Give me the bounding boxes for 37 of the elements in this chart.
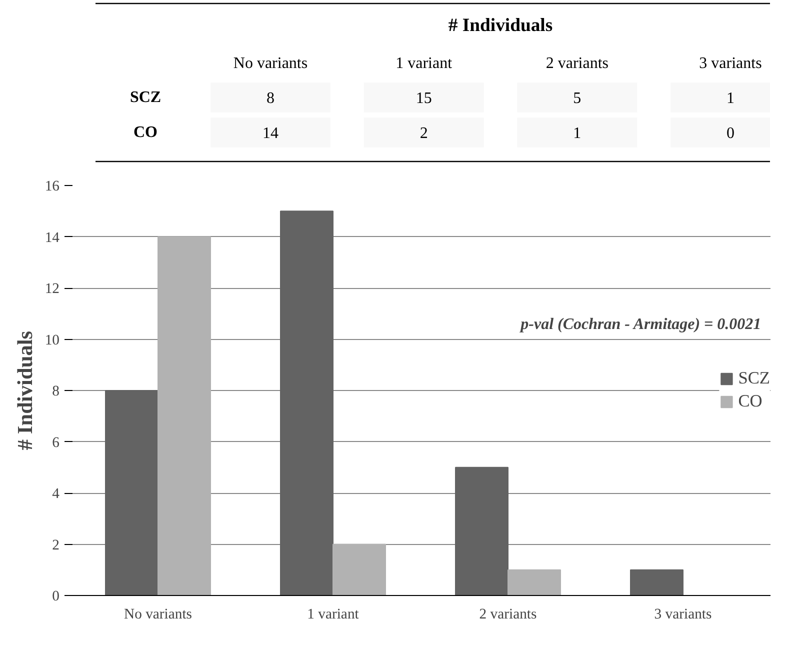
x-tick-label: 1 variant xyxy=(396,55,453,72)
bar xyxy=(332,544,386,596)
x-tick-label: 2 variants xyxy=(546,55,608,72)
data-label: 14 xyxy=(262,125,278,142)
y-tick-label: 16 xyxy=(44,178,60,194)
data-label: 5 xyxy=(573,90,582,107)
y-tick-label: 14 xyxy=(44,230,60,246)
data-label: 1 xyxy=(573,125,582,142)
y-tick-label: 0 xyxy=(52,588,60,604)
legend-label: CO xyxy=(738,392,762,412)
data-label: 15 xyxy=(416,90,432,107)
y-tick-label: 12 xyxy=(44,281,60,297)
y-tick-label: 8 xyxy=(52,384,60,400)
data-label: 2 xyxy=(420,125,428,142)
chart-title: # Individuals xyxy=(448,15,553,36)
x-tick-label: No variants xyxy=(233,55,308,72)
x-tick-label: No variants xyxy=(124,606,192,622)
bar xyxy=(508,569,561,596)
x-tick-label: 2 variants xyxy=(479,606,537,622)
x-tick-label: 3 variants xyxy=(699,55,762,72)
data-label: 8 xyxy=(266,90,274,107)
annotation: p-val (Cochran - Armitage) = 0.0021 xyxy=(518,316,762,334)
data-label: 0 xyxy=(726,125,734,142)
y-tick-label: 4 xyxy=(52,486,60,502)
x-tick-label: 3 variants xyxy=(654,606,712,622)
y-axis-title: # Individuals xyxy=(12,330,37,450)
bar xyxy=(105,390,158,596)
bar xyxy=(158,236,211,596)
bar xyxy=(280,210,334,596)
bar xyxy=(630,569,684,596)
x-tick-label: 1 variant xyxy=(307,606,359,622)
y-tick-label: 2 xyxy=(52,537,60,554)
bar xyxy=(455,466,508,596)
y-tick-label: 6 xyxy=(52,434,60,451)
data-label: 1 xyxy=(726,90,734,107)
y-tick-label: 10 xyxy=(44,332,60,348)
legend-label: SCZ xyxy=(738,368,770,388)
